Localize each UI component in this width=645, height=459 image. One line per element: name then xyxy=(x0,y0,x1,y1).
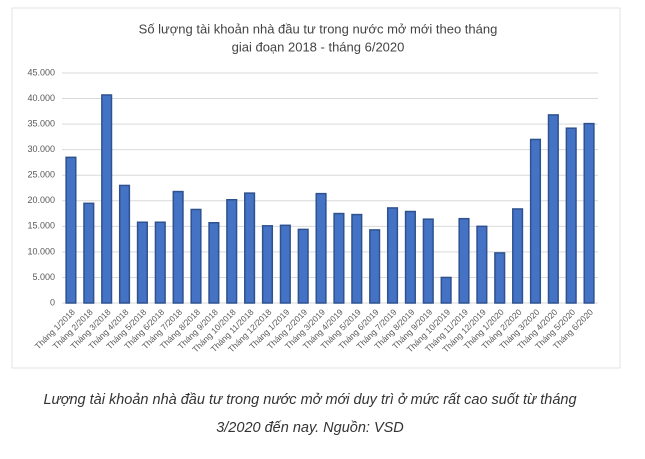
bar xyxy=(315,192,327,304)
y-tick-label: 10.000 xyxy=(27,246,55,256)
bar xyxy=(172,190,184,304)
caption: Lượng tài khoản nhà đầu tư trong nước mở… xyxy=(43,392,576,408)
bar xyxy=(226,199,238,304)
bar xyxy=(118,184,131,304)
bar xyxy=(83,202,95,304)
y-tick-label: 25.000 xyxy=(27,170,55,180)
bar xyxy=(101,94,113,304)
y-tick-label: 45.000 xyxy=(27,67,55,77)
bar xyxy=(529,138,542,304)
bar xyxy=(404,210,416,304)
y-tick-label: 35.000 xyxy=(27,118,55,128)
y-tick-label: 5.000 xyxy=(32,272,55,282)
bar xyxy=(261,225,274,304)
y-tick-label: 20.000 xyxy=(27,195,55,205)
bar xyxy=(440,276,452,304)
bar xyxy=(297,228,309,304)
bar xyxy=(494,252,506,304)
bar xyxy=(565,127,577,304)
y-tick-label: 0 xyxy=(50,297,55,307)
chart-frame xyxy=(11,7,621,369)
bar xyxy=(190,208,202,304)
bar xyxy=(136,221,148,304)
y-tick-label: 40.000 xyxy=(27,93,55,103)
bar xyxy=(547,114,559,304)
bar xyxy=(512,208,524,304)
chart-title: Số lượng tài khoản nhà đầu tư trong nước… xyxy=(139,21,498,36)
bar xyxy=(458,217,470,304)
y-tick-label: 30.000 xyxy=(27,144,55,154)
bar xyxy=(279,224,291,304)
y-tick-label: 15.000 xyxy=(27,221,55,231)
bar xyxy=(583,122,595,304)
bar xyxy=(154,221,166,304)
bar xyxy=(333,212,345,304)
bar xyxy=(351,213,363,304)
chart-subtitle: giai đoạn 2018 - tháng 6/2020 xyxy=(232,39,405,54)
bar xyxy=(208,222,220,304)
bar xyxy=(386,207,399,304)
bar xyxy=(476,225,488,304)
bar xyxy=(65,156,77,304)
bar xyxy=(369,229,381,304)
bar xyxy=(422,218,434,304)
caption: 3/2020 đến nay. Nguồn: VSD xyxy=(216,420,404,436)
bar xyxy=(244,192,256,304)
